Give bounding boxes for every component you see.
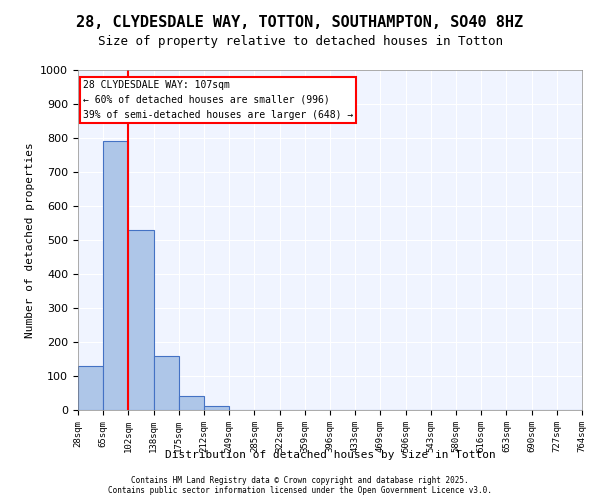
Bar <box>154 356 179 410</box>
Bar <box>179 396 204 410</box>
Text: Contains HM Land Registry data © Crown copyright and database right 2025.
Contai: Contains HM Land Registry data © Crown c… <box>108 476 492 495</box>
Text: 28 CLYDESDALE WAY: 107sqm
← 60% of detached houses are smaller (996)
39% of semi: 28 CLYDESDALE WAY: 107sqm ← 60% of detac… <box>83 80 353 120</box>
Bar <box>128 230 154 410</box>
Text: Distribution of detached houses by size in Totton: Distribution of detached houses by size … <box>164 450 496 460</box>
Bar <box>204 406 229 410</box>
Y-axis label: Number of detached properties: Number of detached properties <box>25 142 35 338</box>
Bar <box>103 142 128 410</box>
Text: Size of property relative to detached houses in Totton: Size of property relative to detached ho… <box>97 35 503 48</box>
Text: 28, CLYDESDALE WAY, TOTTON, SOUTHAMPTON, SO40 8HZ: 28, CLYDESDALE WAY, TOTTON, SOUTHAMPTON,… <box>76 15 524 30</box>
Bar <box>78 366 103 410</box>
